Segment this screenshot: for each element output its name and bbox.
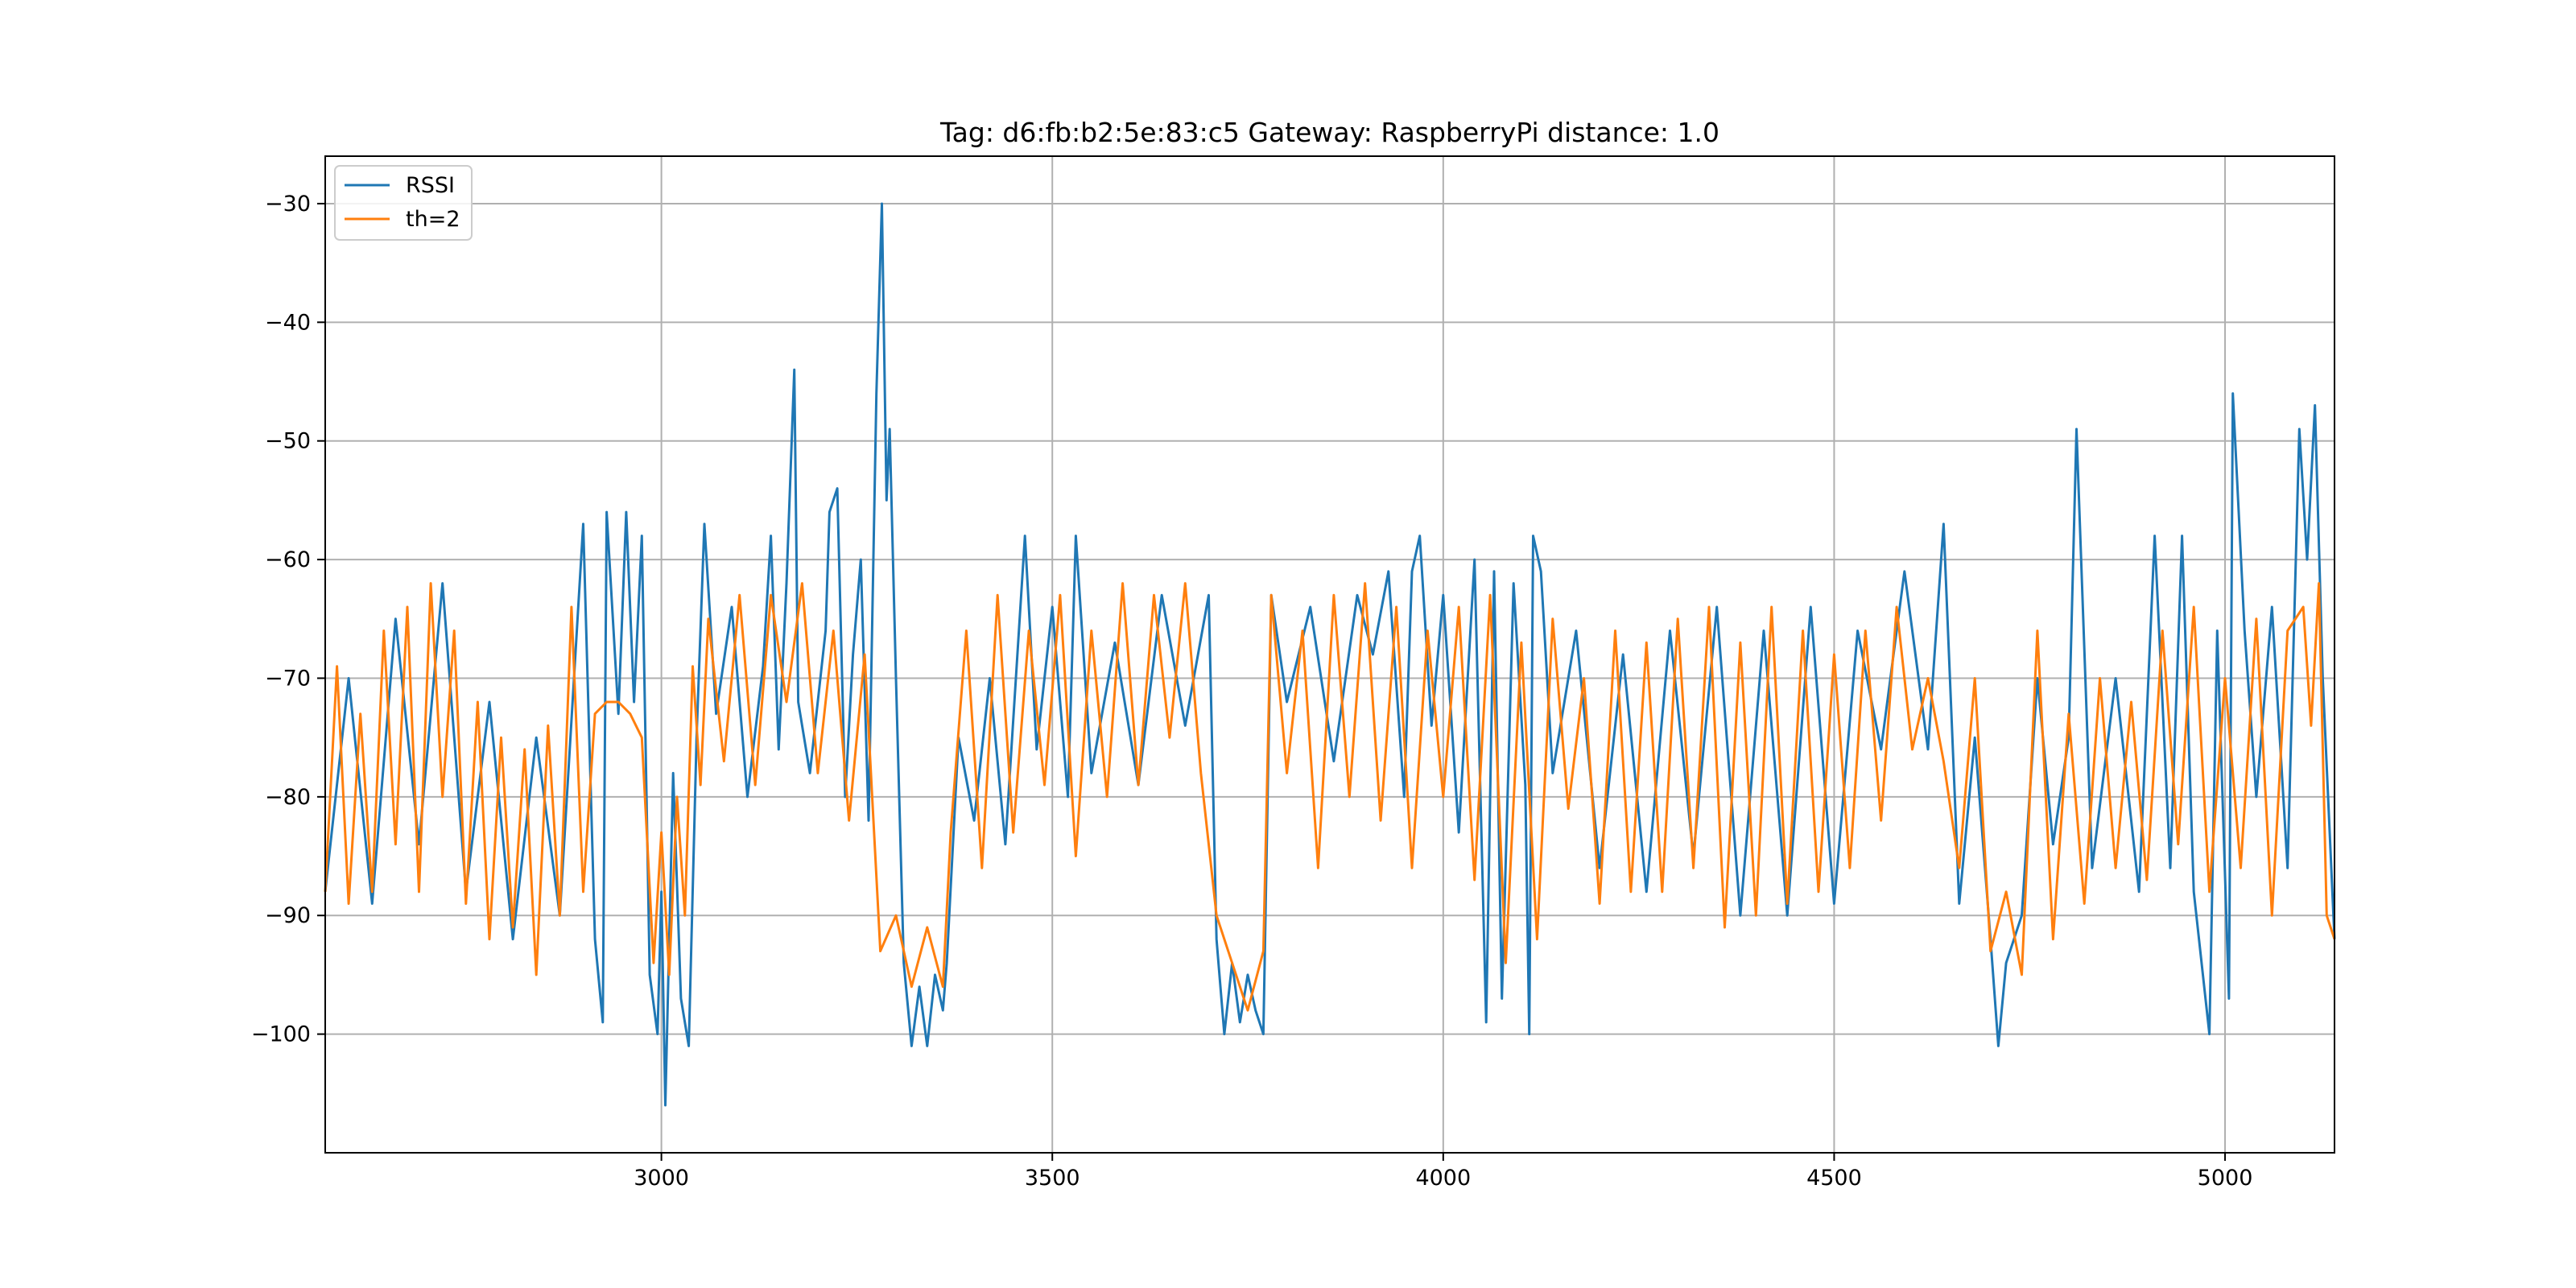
- y-tick-label: −80: [265, 785, 311, 810]
- y-tick-label: −70: [265, 666, 311, 691]
- series-lines: [324, 202, 2336, 1107]
- y-tick-label: −60: [265, 547, 311, 572]
- x-tick-label: 4500: [1806, 1166, 1862, 1191]
- legend-label: RSSI: [406, 173, 455, 198]
- plot-frame: [324, 155, 2335, 1154]
- y-tick-label: −100: [251, 1022, 311, 1047]
- y-tick-label: −90: [265, 903, 311, 928]
- x-tick-label: 3500: [1025, 1166, 1080, 1191]
- y-tick-label: −50: [265, 429, 311, 454]
- x-tick-label: 3000: [634, 1166, 689, 1191]
- axis-ticks: 3000 3500 4000 4500 5000 −30 −40 −50 −60 −70 −80 −9…: [251, 192, 2253, 1191]
- x-tick-label: 5000: [2198, 1166, 2253, 1191]
- legend-label: th=2: [406, 207, 460, 232]
- x-tick-label: 4000: [1415, 1166, 1471, 1191]
- chart-title: Tag: d6:fb:b2:5e:83:c5 Gateway: Raspberr…: [939, 117, 1719, 148]
- y-tick-label: −30: [265, 192, 311, 217]
- grid-lines: [325, 156, 2334, 1153]
- legend: RSSI th=2: [334, 165, 473, 241]
- y-tick-label: −40: [265, 310, 311, 335]
- series-line-1: [324, 582, 2336, 1012]
